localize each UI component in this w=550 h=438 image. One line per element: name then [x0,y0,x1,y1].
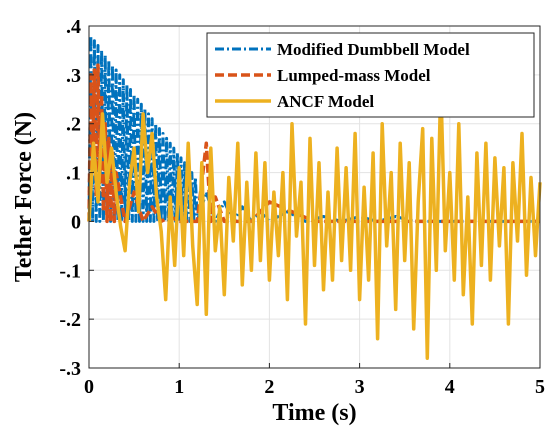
y-tick-label: -.2 [59,309,81,331]
y-tick-label: -.3 [59,358,81,380]
legend: Modified Dumbbell Model Lumped-mass Model… [206,32,535,118]
y-tick-label: .1 [66,163,81,185]
x-tick-label: 2 [264,376,274,398]
legend-label-1: Modified Dumbbell Model [277,40,470,59]
ticks: 0 1 2 3 4 5 -.3 -.2 -.1 0 .1 .2 .3 .4 [59,16,545,398]
x-axis-title: Time (s) [272,400,356,426]
y-tick-label: -.1 [59,260,81,282]
y-tick-label: 0 [71,211,81,233]
x-tick-label: 4 [445,376,455,398]
legend-label-2: Lumped-mass Model [277,66,431,85]
x-tick-label: 3 [355,376,365,398]
x-tick-label: 1 [174,376,184,398]
x-tick-label: 0 [84,376,94,398]
series-line-3 [87,82,542,360]
plot-frame [88,25,541,369]
y-tick-label: .2 [66,114,81,136]
x-tick-label: 5 [535,376,545,398]
y-axis-title: Tether Force (N) [11,112,37,282]
y-tick-label: .4 [66,16,81,38]
y-tick-label: .3 [66,65,81,87]
legend-label-3: ANCF Model [277,92,374,111]
series-layer [87,34,542,360]
